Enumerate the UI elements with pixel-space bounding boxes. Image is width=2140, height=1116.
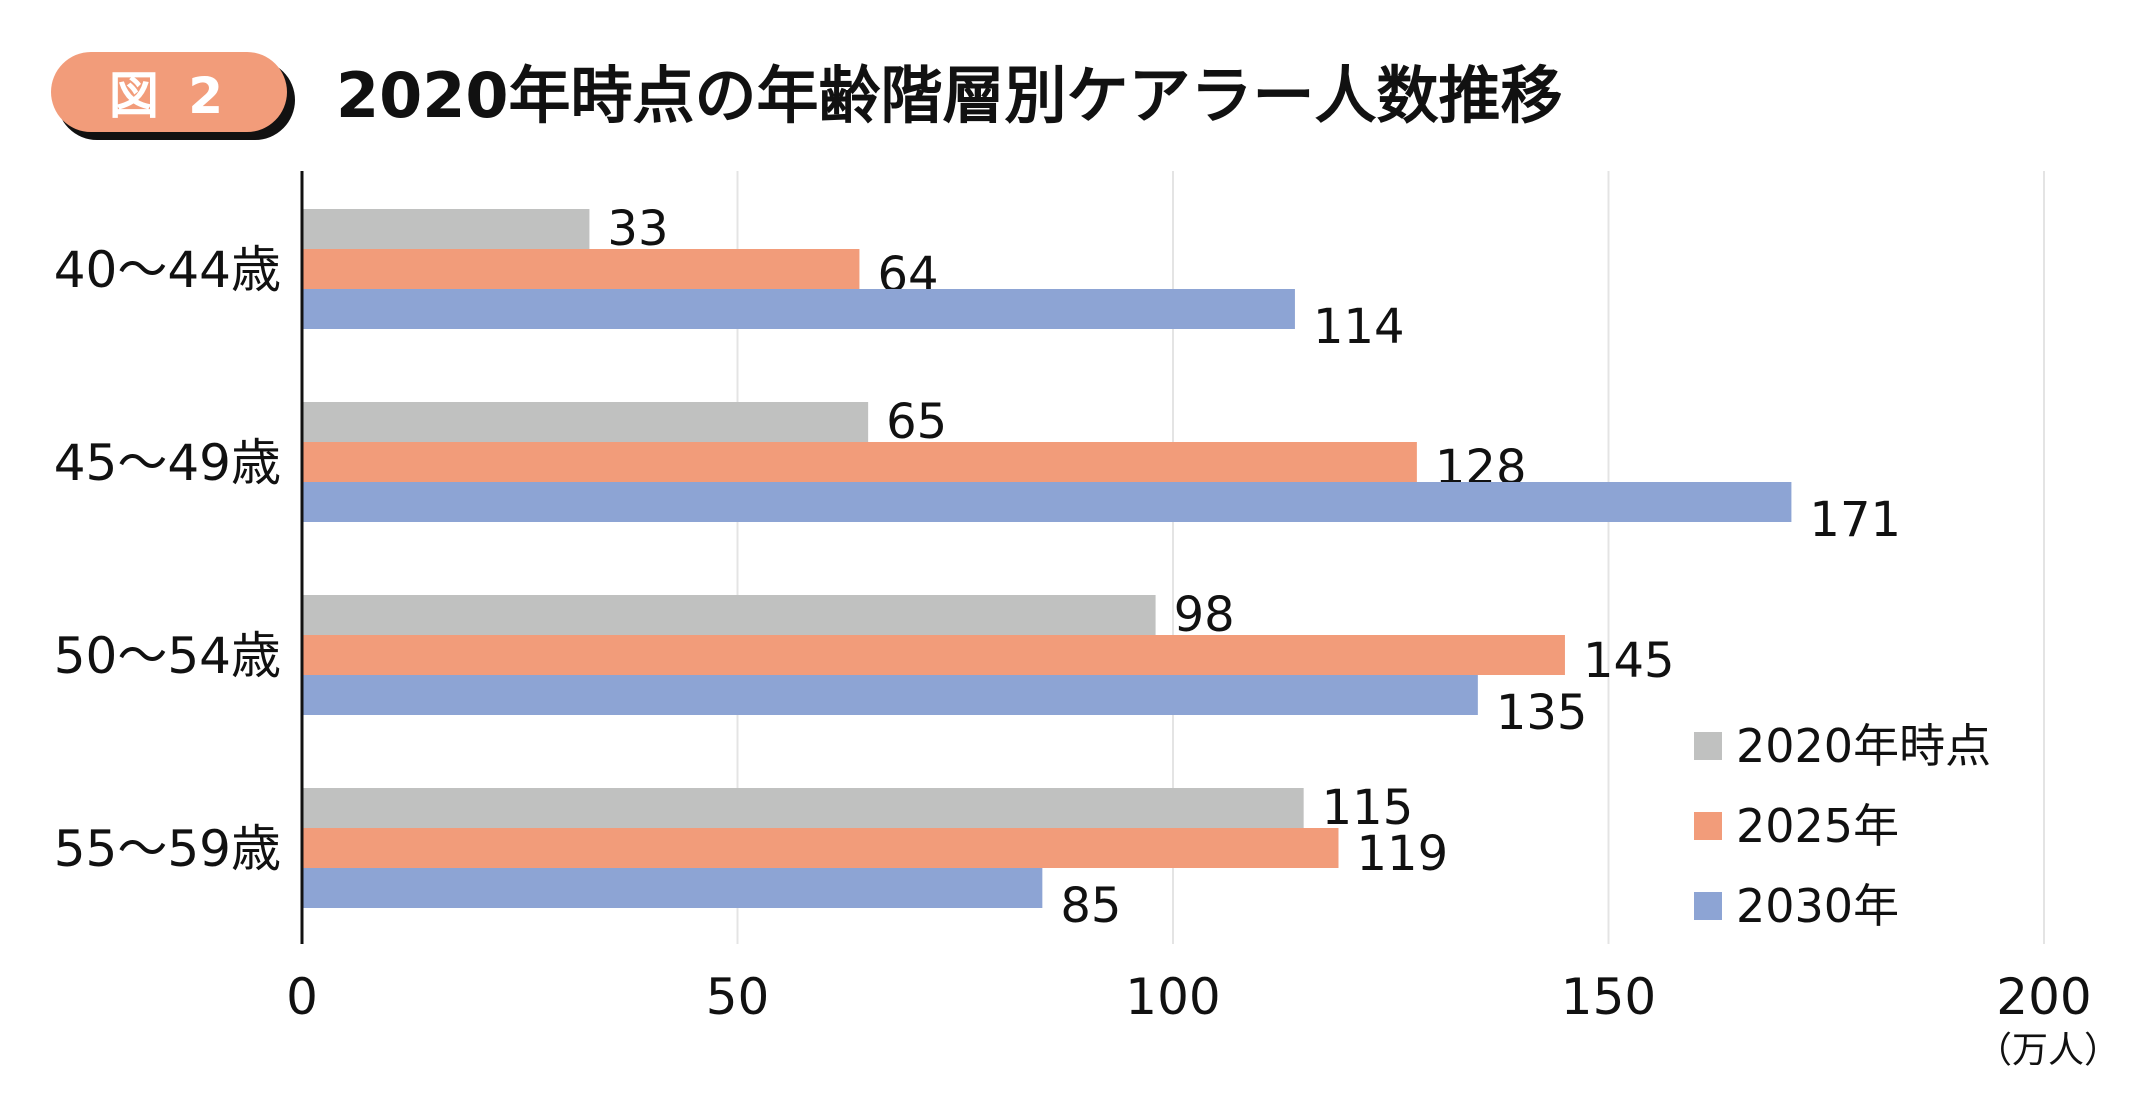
x-tick-label: 150 — [1561, 968, 1656, 1026]
x-tick-label: 100 — [1125, 968, 1220, 1026]
x-unit-label: （万人） — [1976, 1030, 2120, 1071]
bar — [302, 209, 590, 249]
x-tick-label: 50 — [706, 968, 770, 1026]
data-label: 65 — [886, 394, 947, 450]
category-label: 55～59歳 — [54, 820, 281, 878]
data-label: 115 — [1322, 780, 1414, 836]
x-tick-label: 0 — [286, 968, 318, 1026]
bar — [302, 675, 1478, 715]
data-label: 171 — [1809, 492, 1901, 548]
data-label: 85 — [1060, 878, 1121, 934]
bar — [302, 595, 1156, 635]
data-label: 145 — [1583, 633, 1675, 689]
category-label: 45～49歳 — [54, 434, 281, 492]
x-tick-label: 200 — [1996, 968, 2091, 1026]
bar — [302, 249, 860, 289]
bar — [302, 788, 1304, 828]
legend-label: 2020年時点 — [1736, 719, 1991, 773]
bar — [302, 402, 869, 442]
data-label: 33 — [607, 201, 668, 257]
bar — [302, 635, 1565, 675]
legend-swatch — [1694, 732, 1722, 760]
bar — [302, 868, 1043, 908]
bar — [302, 828, 1339, 868]
bar — [302, 442, 1417, 482]
chart-title: 2020年時点の年齢階層別ケアラー人数推移 — [336, 59, 1563, 132]
legend-swatch — [1694, 892, 1722, 920]
legend-label: 2025年 — [1736, 799, 1899, 853]
figure-badge: 図 2 — [51, 52, 287, 132]
data-label: 98 — [1174, 587, 1235, 643]
legend-swatch — [1694, 812, 1722, 840]
category-label: 40～44歳 — [54, 241, 281, 299]
bar — [302, 482, 1792, 522]
data-label: 114 — [1313, 299, 1405, 355]
data-label: 135 — [1496, 685, 1588, 741]
legend-label: 2030年 — [1736, 879, 1899, 933]
category-label: 50～54歳 — [54, 627, 281, 685]
bar — [302, 289, 1295, 329]
data-label: 119 — [1356, 826, 1448, 882]
